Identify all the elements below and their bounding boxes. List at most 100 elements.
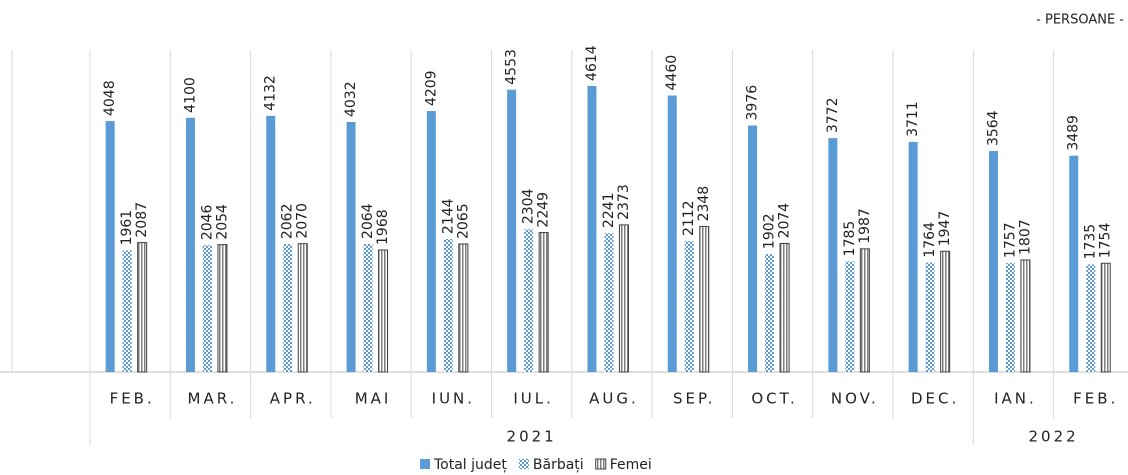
- value-label: 3711: [905, 101, 921, 137]
- unit-note: - PERSOANE -: [1036, 13, 1124, 28]
- bar: [217, 244, 228, 373]
- bar: [185, 117, 195, 372]
- bar: [828, 138, 838, 372]
- value-label: 1961: [119, 210, 135, 246]
- bar: [266, 115, 276, 372]
- value-label: 1968: [375, 209, 391, 245]
- value-label: 3564: [985, 110, 1001, 146]
- bar: [859, 248, 870, 373]
- bar: [378, 249, 389, 373]
- value-label: 2112: [681, 200, 697, 236]
- value-label: 1764: [922, 222, 938, 258]
- value-label: 2087: [134, 202, 150, 238]
- value-label: 2062: [280, 204, 296, 240]
- value-label: 1807: [1017, 219, 1033, 255]
- value-label: 2074: [777, 203, 793, 239]
- bar: [105, 121, 115, 372]
- value-label: 4460: [664, 55, 680, 91]
- value-label: 4048: [102, 80, 118, 116]
- bar: [202, 245, 212, 372]
- bar: [122, 250, 132, 372]
- value-label: 4100: [182, 77, 198, 113]
- bar: [940, 250, 951, 373]
- value-label: 2064: [360, 203, 376, 239]
- bar: [988, 151, 998, 372]
- year-label: 2021: [507, 428, 557, 446]
- bar: [297, 243, 308, 373]
- value-label: 1947: [937, 211, 953, 247]
- legend-label: Bărbați: [533, 457, 584, 473]
- bar: [1069, 155, 1079, 372]
- x-tick-label: IUN.: [432, 390, 475, 408]
- bar: [587, 85, 597, 372]
- value-label: 2054: [214, 204, 230, 240]
- value-label: 3489: [1066, 115, 1082, 151]
- bar: [1005, 263, 1015, 372]
- bar: [524, 229, 534, 372]
- x-tick-label: APR.: [270, 390, 316, 408]
- x-tick-label: FEB.: [110, 390, 155, 408]
- bar: [538, 232, 549, 373]
- value-label: 4032: [343, 81, 359, 117]
- bar: [458, 243, 469, 373]
- value-label: 4614: [584, 45, 600, 81]
- legend-swatch: [518, 459, 529, 469]
- value-label: 1757: [1002, 222, 1018, 258]
- value-label: 1735: [1083, 224, 1099, 260]
- value-label: 2241: [601, 192, 617, 228]
- bar: [1086, 264, 1096, 372]
- value-label: 1987: [857, 208, 873, 244]
- value-label: 3772: [825, 97, 841, 133]
- bar: [699, 225, 710, 373]
- legend-label: Femei: [610, 457, 652, 473]
- bar: [1020, 259, 1031, 373]
- x-tick-label: MAI: [355, 390, 392, 408]
- legend-swatch: [420, 459, 430, 469]
- value-label: 1754: [1098, 223, 1114, 259]
- value-label: 4132: [263, 75, 279, 111]
- bar: [748, 125, 758, 372]
- x-tick-label: MAR.: [188, 390, 238, 408]
- x-tick-label: AUG.: [589, 390, 639, 408]
- value-label: 2070: [295, 203, 311, 239]
- bar: [283, 244, 293, 372]
- x-tick-label: FEB.: [1073, 390, 1118, 408]
- value-label: 4553: [504, 49, 520, 85]
- value-label: 2065: [455, 203, 471, 239]
- bar: [667, 95, 677, 372]
- bar: [845, 261, 855, 372]
- bar: [618, 224, 629, 373]
- bar: [507, 89, 517, 373]
- year-label: 2022: [1029, 428, 1079, 446]
- bar: [684, 241, 694, 372]
- legend-label: Total județ: [433, 457, 507, 473]
- bar: [363, 244, 373, 372]
- value-label: 2348: [696, 186, 712, 222]
- value-label: 2046: [199, 204, 215, 240]
- legend-swatch: [595, 458, 607, 470]
- bar: [137, 242, 148, 373]
- x-tick-label: NOV.: [831, 390, 879, 408]
- bar: [443, 239, 453, 372]
- bar: [1100, 262, 1111, 373]
- value-label: 2249: [536, 192, 552, 228]
- value-label: 1902: [762, 213, 778, 249]
- bar: [908, 141, 918, 372]
- bar: [779, 242, 790, 373]
- x-tick-label: DEC.: [911, 390, 959, 408]
- value-label: 1785: [842, 221, 858, 257]
- x-tick-label: OCT.: [751, 390, 797, 408]
- x-tick-label: IUL.: [513, 390, 554, 408]
- value-label: 2304: [521, 188, 537, 224]
- x-tick-label: SEP.: [673, 390, 715, 408]
- bar: [925, 262, 935, 372]
- x-tick-label: IAN.: [994, 390, 1037, 408]
- value-label: 2144: [440, 198, 456, 234]
- value-label: 4209: [423, 70, 439, 106]
- bar: [426, 111, 436, 373]
- bar: [765, 254, 775, 372]
- value-label: 2373: [616, 184, 632, 220]
- bar: [604, 233, 614, 372]
- value-label: 3976: [745, 85, 761, 121]
